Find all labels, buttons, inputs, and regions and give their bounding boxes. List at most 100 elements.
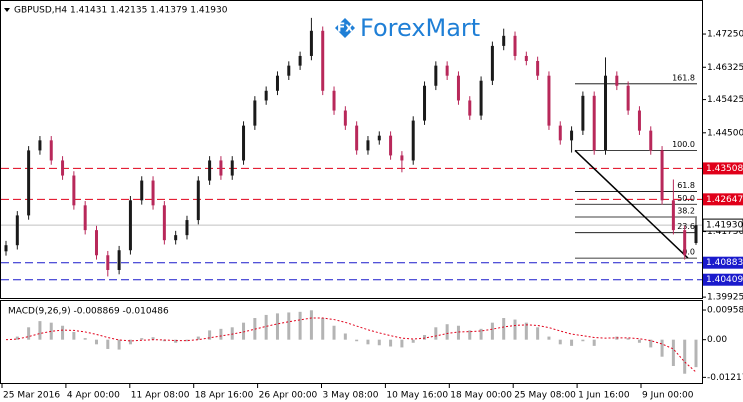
x-tick-label: 4 Apr 00:00 [67, 391, 120, 401]
macd-bar [83, 338, 87, 340]
candle-body [162, 205, 166, 241]
candle-body [456, 75, 460, 101]
macd-bar [298, 311, 302, 340]
candle-body [468, 100, 472, 116]
candle-body [140, 180, 144, 201]
x-tick-label: 25 Mar 2016 [3, 391, 60, 401]
y-tick-label: 1.45425 [707, 95, 743, 105]
fib-label: 161.8 [672, 73, 695, 82]
candle-body [117, 250, 121, 270]
candle-body [423, 85, 427, 121]
macd-bar [389, 339, 393, 347]
candle-body [253, 100, 257, 126]
level-label-box [703, 256, 743, 269]
y-tick-label: 1.39925 [707, 293, 743, 303]
x-tick-label: 18 Apr 16:00 [195, 391, 254, 401]
macd-title: MACD(9,26,9) -0.008869 -0.010486 [8, 307, 169, 317]
candle-body [309, 30, 313, 56]
candle-body [389, 135, 393, 156]
macd-bar [355, 339, 359, 342]
macd-bar [343, 333, 347, 340]
logo-text: ForexMart [360, 14, 480, 42]
level-label-box [703, 162, 743, 175]
header: GBPUSD,H4 1.41431 1.42135 1.41379 1.4193… [14, 6, 228, 16]
macd-bar [321, 318, 325, 340]
candle-body [366, 140, 370, 151]
macd-bar [592, 339, 596, 346]
candle-body [151, 180, 155, 206]
macd-bar [502, 318, 506, 340]
macd-bar [219, 328, 223, 340]
candle-body [411, 120, 415, 161]
macd-bar [128, 339, 132, 345]
y-tick-label: 1.46325 [707, 63, 743, 73]
candle-body [61, 160, 65, 176]
candle-body [332, 90, 336, 111]
fib-label: 0.0 [682, 248, 695, 257]
x-tick-label: 25 May 08:00 [514, 391, 576, 401]
candle-body [128, 200, 132, 251]
macd-bar [106, 339, 110, 349]
macd-bar [49, 322, 53, 340]
macd-bar [683, 339, 687, 374]
candle-body [38, 140, 42, 151]
candle-body [208, 160, 212, 181]
macd-bar [411, 339, 415, 343]
macd-bar [479, 328, 483, 340]
candle-body [185, 220, 189, 236]
macd-bar [468, 330, 472, 340]
macd-bar [445, 324, 449, 340]
macd-bar [27, 327, 31, 340]
candle-body [502, 35, 506, 46]
candle-body [377, 135, 381, 141]
candle-body [694, 225, 698, 244]
macd-bar [490, 322, 494, 340]
candle-body [72, 175, 76, 206]
candle-body [298, 55, 302, 66]
macd-bar [456, 325, 460, 340]
logo: Fx ForexMart [335, 14, 480, 42]
macd-bar [94, 339, 98, 345]
macd-bar [140, 338, 144, 340]
x-tick-label: 10 May 16:00 [386, 391, 448, 401]
candle-body [445, 65, 449, 76]
candle-body [626, 85, 630, 111]
candle-body [94, 230, 98, 256]
macd-bar [694, 339, 698, 368]
current-price-box [702, 218, 743, 232]
candle-body [660, 150, 664, 201]
macd-bar [536, 327, 540, 340]
candle-body [637, 110, 641, 131]
fib-label: 38.2 [677, 206, 695, 215]
candle-body [513, 35, 517, 56]
candle-body [15, 215, 19, 246]
macd-bar [558, 339, 562, 345]
macd-bar [434, 327, 438, 340]
macd-bar [208, 330, 212, 340]
candle-body [615, 75, 619, 86]
candle-body [683, 230, 687, 256]
macd-bar [72, 331, 76, 340]
macd-bar [309, 310, 313, 340]
candle-body [106, 255, 110, 270]
macd-bar [117, 339, 121, 350]
candle-body [174, 235, 178, 241]
macd-bar [366, 339, 370, 345]
fib-trend [574, 149, 689, 259]
candle-body [196, 180, 200, 221]
macd-bar [242, 322, 246, 340]
main-frame [0, 0, 703, 299]
candle-body [592, 95, 596, 151]
fib-label: 23.6 [677, 222, 695, 231]
level-label-box [703, 273, 743, 286]
x-tick-label: 11 Apr 08:00 [131, 391, 190, 401]
macd-bar [581, 339, 585, 342]
macd-bar [15, 336, 19, 340]
fib-label: 100.0 [672, 140, 695, 149]
macd-bar [230, 327, 234, 340]
macd-bar [649, 339, 653, 348]
macd-bar [38, 321, 42, 340]
x-tick-label: 1 Jun 16:00 [578, 391, 630, 401]
candle-body [287, 65, 291, 76]
